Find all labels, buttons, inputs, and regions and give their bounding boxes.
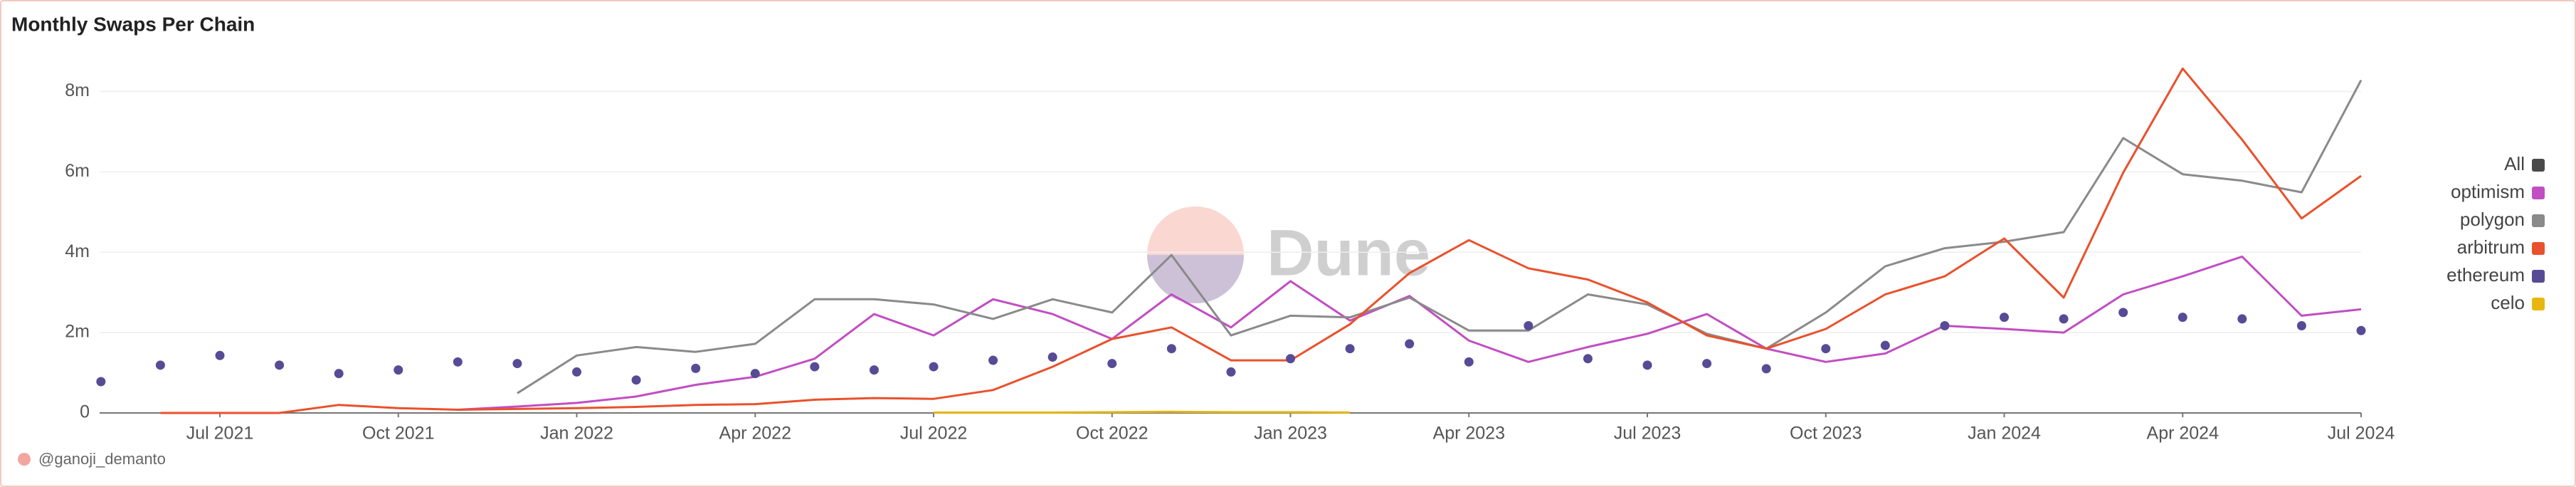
marker — [572, 367, 581, 377]
x-tick-label: Jan 2022 — [540, 424, 613, 444]
marker — [1226, 367, 1236, 377]
marker — [2000, 313, 2009, 323]
marker — [1642, 360, 1652, 370]
legend-swatch — [2532, 270, 2545, 283]
marker — [215, 350, 225, 360]
y-tick-label: 8m — [65, 80, 90, 100]
x-tick-label: Apr 2024 — [2147, 424, 2219, 444]
marker — [1583, 354, 1593, 364]
marker — [1047, 352, 1057, 362]
marker — [2296, 321, 2306, 331]
y-tick-label: 4m — [65, 241, 90, 261]
marker — [869, 365, 879, 375]
series-line — [160, 67, 2362, 414]
marker — [1524, 321, 1534, 331]
y-tick-label: 0 — [80, 402, 90, 422]
legend-swatch — [2532, 214, 2545, 227]
avatar — [18, 453, 31, 466]
marker — [1286, 354, 1295, 364]
x-tick-label: Jan 2023 — [1254, 424, 1327, 444]
marker — [453, 357, 463, 367]
marker — [275, 360, 285, 370]
legend-swatch — [2532, 242, 2545, 255]
y-tick-label: 6m — [65, 161, 90, 181]
series-line — [458, 255, 2362, 411]
logo-half — [1147, 255, 1244, 303]
chart-title: Monthly Swaps Per Chain — [11, 13, 255, 35]
marker — [810, 362, 820, 372]
x-tick-label: Jul 2023 — [1614, 424, 1682, 444]
marker — [1405, 339, 1415, 349]
watermark: Dune — [1267, 216, 1430, 289]
marker — [1702, 359, 1712, 369]
marker — [2356, 325, 2366, 335]
legend-label: optimism — [2451, 181, 2525, 202]
marker — [2178, 313, 2187, 323]
legend-label: All — [2504, 153, 2525, 174]
marker — [2059, 314, 2069, 324]
marker — [1940, 321, 1950, 331]
marker — [394, 365, 403, 375]
x-tick-label: Apr 2022 — [719, 424, 791, 444]
marker — [1880, 340, 1890, 350]
marker — [96, 377, 106, 387]
legend-swatch — [2532, 159, 2545, 172]
marker — [1464, 357, 1474, 367]
x-tick-label: Jul 2024 — [2328, 424, 2395, 444]
marker — [512, 359, 522, 369]
x-tick-label: Oct 2022 — [1076, 424, 1148, 444]
series-line — [517, 79, 2363, 394]
x-tick-label: Jan 2024 — [1968, 424, 2041, 444]
marker — [929, 362, 939, 372]
legend-label: ethereum — [2446, 264, 2525, 286]
legend-label: arbitrum — [2457, 236, 2525, 258]
marker — [155, 360, 165, 370]
marker — [1345, 344, 1355, 354]
marker — [631, 375, 641, 385]
legend-swatch — [2532, 298, 2545, 310]
marker — [988, 355, 998, 365]
legend-label: polygon — [2460, 209, 2525, 230]
x-tick-label: Jul 2022 — [900, 424, 968, 444]
marker — [2118, 308, 2128, 318]
legend-label: celo — [2491, 292, 2525, 313]
marker — [1821, 344, 1831, 354]
x-tick-label: Oct 2021 — [362, 424, 434, 444]
marker — [691, 363, 701, 373]
y-tick-label: 2m — [65, 322, 90, 342]
legend-swatch — [2532, 187, 2545, 199]
marker — [1761, 364, 1771, 374]
x-tick-label: Apr 2023 — [1433, 424, 1505, 444]
marker — [750, 369, 760, 379]
marker — [1166, 344, 1176, 354]
x-tick-label: Jul 2021 — [186, 424, 254, 444]
marker — [1107, 359, 1117, 369]
marker — [2237, 314, 2247, 324]
marker — [334, 369, 344, 379]
x-tick-label: Oct 2023 — [1790, 424, 1862, 444]
author: @ganoji_demanto — [38, 450, 166, 468]
